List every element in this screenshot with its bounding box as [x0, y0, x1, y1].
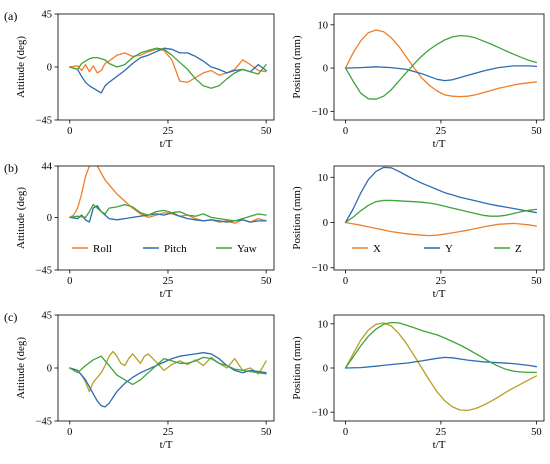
chart-panel-b-left: 0 25 50 −45 0 44 t/T Attitude (deg) (b): [4, 161, 275, 300]
plot-frame: [333, 314, 545, 422]
series-line-c-right-x: [344, 322, 538, 412]
legend-label: Pitch: [164, 243, 187, 255]
y-tick-label: 45: [42, 10, 53, 21]
chart-panel-a-left: 0 25 50 −45 0 45 t/T Attitude (deg) (a): [4, 9, 275, 150]
x-tick-label: 0: [343, 276, 348, 287]
x-tick-label: 0: [67, 126, 72, 137]
legend-entry-z: Z: [494, 243, 522, 255]
legend-label: Z: [515, 243, 522, 255]
y-tick-label: 10: [318, 319, 329, 330]
y-axis-label: Attitude (deg): [15, 36, 27, 98]
series-line-c-right-y: [344, 356, 538, 369]
legend-entry-yaw: Yaw: [216, 243, 257, 255]
x-axis-label: t/T: [160, 288, 173, 300]
series-line-b-left-yaw: [69, 203, 267, 222]
plot-frame: [333, 13, 545, 121]
y-tick-label: 10: [318, 173, 329, 184]
y-tick-label: 0: [323, 364, 328, 375]
x-tick-label: 25: [163, 276, 174, 287]
y-tick-label: −45: [36, 417, 52, 428]
series-line-b-left-pitch: [69, 205, 267, 223]
legend-label: Roll: [93, 243, 112, 255]
x-tick-label: 50: [261, 427, 272, 438]
chart-panel-c-right: 0 25 50 −10 0 10 t/T Position (mm): [291, 314, 545, 451]
y-tick-label: −10: [312, 107, 328, 118]
panel-label: (c): [4, 310, 17, 324]
plot-frame: [57, 165, 275, 271]
x-tick-label: 50: [531, 427, 542, 438]
x-tick-label: 50: [261, 126, 272, 137]
y-axis-label: Position (mm): [291, 186, 303, 250]
series-line-a-left-roll: [69, 48, 267, 83]
x-axis-label: t/T: [160, 439, 173, 451]
x-tick-label: 50: [531, 276, 542, 287]
y-tick-label: 45: [42, 311, 53, 322]
y-tick-label: 10: [318, 20, 329, 31]
x-tick-label: 0: [67, 276, 72, 287]
x-tick-label: 25: [163, 427, 174, 438]
y-axis-label: Position (mm): [291, 336, 303, 400]
x-axis-label: t/T: [433, 288, 446, 300]
y-axis-label: Attitude (deg): [15, 337, 27, 399]
x-tick-label: 25: [436, 126, 447, 137]
x-axis-label: t/T: [433, 138, 446, 150]
legend-label: X: [373, 243, 381, 255]
series-line-b-right-y: [344, 166, 538, 224]
x-tick-label: 25: [163, 126, 174, 137]
x-tick-label: 0: [343, 427, 348, 438]
series-line-c-left-yaw: [69, 355, 267, 386]
y-tick-label: 44: [42, 162, 53, 173]
chart-panel-b-right: 0 25 50 −10 0 10 t/T Position (mm): [291, 165, 545, 300]
chart-panel-a-right: 0 25 50 −10 0 10 t/T Position (mm): [291, 13, 545, 150]
y-tick-label: 0: [323, 218, 328, 229]
series-line-a-left-pitch: [69, 47, 267, 94]
series-line-a-right-z: [344, 34, 538, 100]
x-axis-label: t/T: [433, 439, 446, 451]
legend-entry-x: X: [352, 243, 381, 255]
y-axis-label: Attitude (deg): [15, 187, 27, 249]
series-line-b-right-z: [344, 199, 538, 224]
plot-frame: [57, 13, 275, 121]
series-line-a-left-yaw: [69, 47, 267, 89]
x-axis-label: t/T: [160, 138, 173, 150]
x-tick-label: 0: [67, 427, 72, 438]
y-tick-label: 0: [47, 213, 52, 224]
series-line-a-right-y: [344, 65, 538, 82]
series-line-c-right-z: [344, 321, 538, 374]
series-line-a-right-x: [344, 29, 538, 98]
y-tick-label: 0: [323, 64, 328, 75]
x-tick-label: 0: [343, 126, 348, 137]
legend-label: Yaw: [237, 243, 257, 255]
legend-label: Y: [445, 243, 453, 255]
legend-entry-pitch: Pitch: [143, 243, 187, 255]
legend-entry-y: Y: [424, 243, 453, 255]
x-tick-label: 50: [261, 276, 272, 287]
y-tick-label: −45: [36, 266, 52, 277]
x-tick-label: 50: [531, 126, 542, 137]
x-tick-label: 25: [436, 427, 447, 438]
plot-frame: [333, 165, 545, 271]
legend-entry-roll: Roll: [72, 243, 112, 255]
panel-label: (a): [4, 9, 17, 23]
y-tick-label: −10: [312, 408, 328, 419]
chart-panel-c-left: 0 25 50 −45 0 45 t/T Attitude (deg) (c): [4, 310, 275, 451]
series-line-b-right-x: [344, 221, 538, 237]
y-tick-label: 0: [47, 63, 52, 74]
x-tick-label: 25: [436, 276, 447, 287]
y-tick-label: 0: [47, 364, 52, 375]
panel-label: (b): [4, 161, 18, 175]
y-tick-label: −10: [312, 263, 328, 274]
y-tick-label: −45: [36, 116, 52, 127]
y-axis-label: Position (mm): [291, 35, 303, 99]
